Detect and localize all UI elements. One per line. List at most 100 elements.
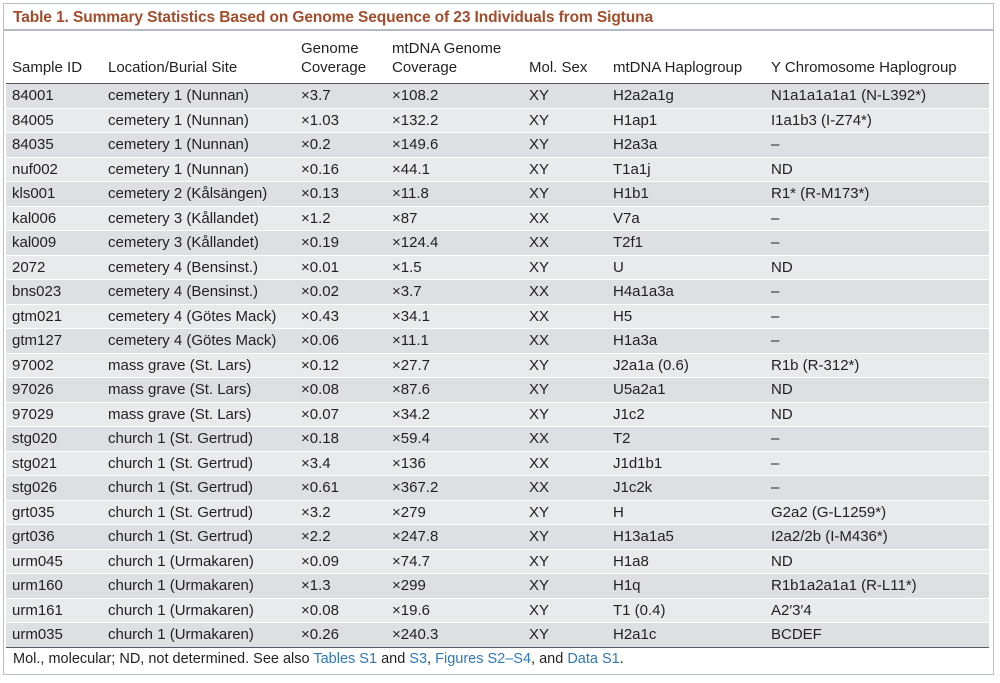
cell-sample-id: grt035 (6, 500, 102, 525)
cell-location: church 1 (St. Gertrud) (102, 451, 295, 476)
cell-sample-id: urm045 (6, 549, 102, 574)
link-data-s1[interactable]: Data S1 (567, 651, 620, 667)
cell-genome-coverage: ×1.03 (295, 108, 386, 133)
table-row: kls001 cemetery 2 (Kålsängen) ×0.13 ×11.8 XY… (6, 181, 989, 207)
cell-mtdna-haplogroup: H4a1a3a (607, 279, 765, 305)
cell-location: mass grave (St. Lars) (102, 377, 295, 403)
cell-sample-id: 97026 (6, 377, 102, 403)
table-row: stg021 church 1 (St. Gertrud) ×3.4 ×136 XX J1… (6, 451, 989, 476)
cell-location: church 1 (St. Gertrud) (102, 426, 295, 452)
cell-y-haplogroup: ND (765, 255, 989, 280)
table-row: bns023 cemetery 4 (Bensinst.) ×0.02 ×3.7 XX H… (6, 279, 989, 305)
cell-location: cemetery 4 (Götes Mack) (102, 328, 295, 354)
cell-mtdna-haplogroup: H2a2a1g (607, 83, 765, 109)
cell-sample-id: urm160 (6, 573, 102, 599)
cell-y-haplogroup: N1a1a1a1a1 (N-L392*) (765, 83, 989, 109)
table-row: 2072 cemetery 4 (Bensinst.) ×0.01 ×1.5 XY U ND (6, 255, 989, 280)
summary-table: Sample ID Location/Burial Site Genome Cov… (6, 37, 989, 648)
cell-location: cemetery 3 (Kållandet) (102, 206, 295, 231)
cell-genome-coverage: ×3.2 (295, 500, 386, 525)
cell-mtdna-haplogroup: U (607, 255, 765, 280)
cell-mtdna-haplogroup: T1a1j (607, 157, 765, 182)
cell-y-haplogroup: ND (765, 157, 989, 182)
cell-y-haplogroup: I2a2/2b (I-M436*) (765, 524, 989, 550)
cell-location: cemetery 2 (Kålsängen) (102, 181, 295, 207)
cell-location: church 1 (Urmakaren) (102, 622, 295, 648)
cell-mol-sex: XY (523, 255, 607, 280)
cell-mtdna-coverage: ×44.1 (386, 157, 523, 182)
cell-y-haplogroup: – (765, 206, 989, 231)
cell-mol-sex: XY (523, 549, 607, 574)
cell-sample-id: urm035 (6, 622, 102, 648)
cell-mtdna-coverage: ×27.7 (386, 353, 523, 378)
header-genome-coverage: Genome Coverage (295, 37, 386, 84)
cell-mol-sex: XY (523, 598, 607, 623)
cell-mtdna-haplogroup: H13a1a5 (607, 524, 765, 550)
cell-location: church 1 (St. Gertrud) (102, 524, 295, 550)
cell-mtdna-coverage: ×19.6 (386, 598, 523, 623)
cell-mtdna-coverage: ×124.4 (386, 230, 523, 256)
cell-mol-sex: XX (523, 451, 607, 476)
cell-y-haplogroup: – (765, 426, 989, 452)
cell-mtdna-coverage: ×136 (386, 451, 523, 476)
link-figures-s2-s4[interactable]: Figures S2–S4 (435, 651, 532, 667)
cell-mtdna-coverage: ×34.1 (386, 304, 523, 329)
cell-genome-coverage: ×0.19 (295, 230, 386, 256)
cell-sample-id: urm161 (6, 598, 102, 623)
link-table-s3[interactable]: S3 (409, 651, 428, 667)
cell-genome-coverage: ×0.07 (295, 402, 386, 427)
cell-location: cemetery 1 (Nunnan) (102, 132, 295, 158)
table-body: 84001 cemetery 1 (Nunnan) ×3.7 ×108.2 XY H2a2… (6, 83, 989, 648)
cell-mtdna-coverage: ×11.8 (386, 181, 523, 207)
table-row: stg020 church 1 (St. Gertrud) ×0.18 ×59.4 XX… (6, 426, 989, 452)
cell-location: cemetery 3 (Kållandet) (102, 230, 295, 256)
cell-genome-coverage: ×0.18 (295, 426, 386, 452)
cell-y-haplogroup: ND (765, 377, 989, 403)
cell-y-haplogroup: – (765, 304, 989, 329)
header-sample-id: Sample ID (6, 37, 102, 84)
cell-genome-coverage: ×0.16 (295, 157, 386, 182)
cell-mtdna-haplogroup: H5 (607, 304, 765, 329)
table-row: nuf002 cemetery 1 (Nunnan) ×0.16 ×44.1 XY T1a… (6, 157, 989, 182)
footnote-text-5: . (619, 651, 624, 667)
cell-sample-id: stg021 (6, 451, 102, 476)
cell-genome-coverage: ×0.09 (295, 549, 386, 574)
cell-location: cemetery 4 (Bensinst.) (102, 255, 295, 280)
table-row: kal009 cemetery 3 (Kållandet) ×0.19 ×124.4 X… (6, 230, 989, 256)
table-row: 97026 mass grave (St. Lars) ×0.08 ×87.6 XY U5… (6, 377, 989, 403)
cell-mol-sex: XY (523, 353, 607, 378)
cell-location: church 1 (St. Gertrud) (102, 475, 295, 501)
cell-mtdna-haplogroup: J1d1b1 (607, 451, 765, 476)
cell-location: church 1 (Urmakaren) (102, 549, 295, 574)
cell-mtdna-haplogroup: T2 (607, 426, 765, 452)
cell-mtdna-haplogroup: H1ap1 (607, 108, 765, 133)
cell-mtdna-haplogroup: H2a3a (607, 132, 765, 158)
cell-y-haplogroup: – (765, 328, 989, 354)
cell-location: cemetery 1 (Nunnan) (102, 83, 295, 109)
cell-sample-id: bns023 (6, 279, 102, 305)
table-row: 97029 mass grave (St. Lars) ×0.07 ×34.2 XY J1… (6, 402, 989, 427)
cell-mol-sex: XX (523, 230, 607, 256)
table-frame: Table 1. Summary Statistics Based on Gen… (3, 3, 994, 675)
cell-sample-id: 84001 (6, 83, 102, 109)
cell-genome-coverage: ×3.4 (295, 451, 386, 476)
cell-location: church 1 (Urmakaren) (102, 598, 295, 623)
cell-genome-coverage: ×0.08 (295, 598, 386, 623)
cell-location: cemetery 1 (Nunnan) (102, 157, 295, 182)
cell-mol-sex: XY (523, 157, 607, 182)
cell-y-haplogroup: I1a1b3 (I-Z74*) (765, 108, 989, 133)
cell-y-haplogroup: – (765, 230, 989, 256)
cell-y-haplogroup: G2a2 (G-L1259*) (765, 500, 989, 525)
cell-genome-coverage: ×0.61 (295, 475, 386, 501)
table-row: urm035 church 1 (Urmakaren) ×0.26 ×240.3 XY H… (6, 622, 989, 648)
cell-location: mass grave (St. Lars) (102, 353, 295, 378)
cell-mol-sex: XY (523, 402, 607, 427)
cell-mtdna-haplogroup: H1q (607, 573, 765, 599)
link-tables-s1[interactable]: Tables S1 (313, 651, 378, 667)
footnote-text-1: Mol., molecular; ND, not determined. See… (13, 651, 314, 667)
cell-mtdna-coverage: ×3.7 (386, 279, 523, 305)
header-genome-coverage-line2: Coverage (301, 59, 367, 76)
cell-mol-sex: XY (523, 573, 607, 599)
header-genome-coverage-line1: Genome (301, 40, 359, 57)
cell-sample-id: stg026 (6, 475, 102, 501)
